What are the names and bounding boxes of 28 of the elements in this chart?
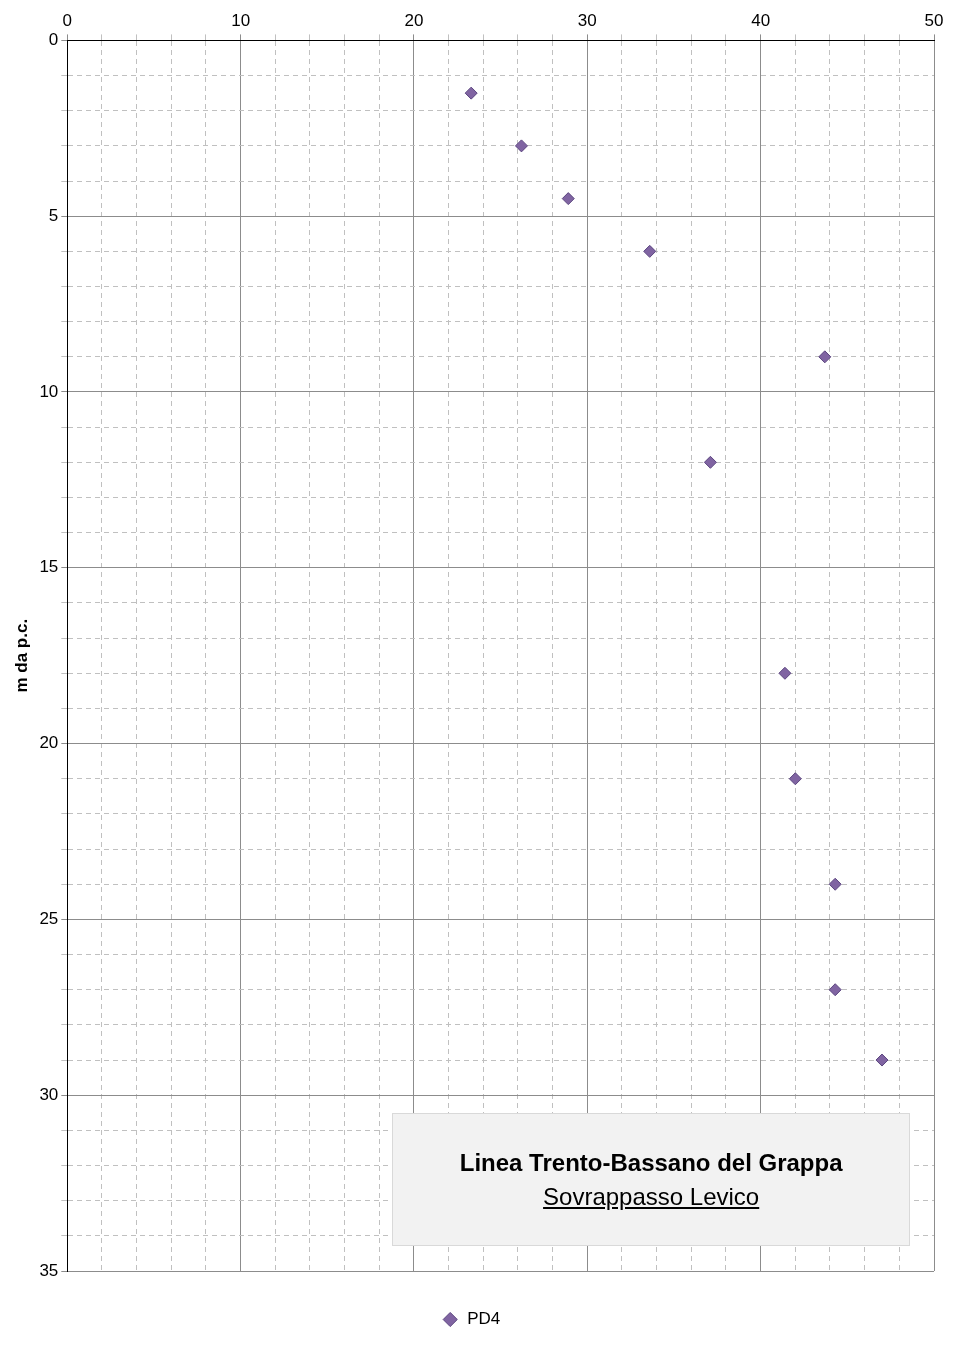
y-tick-label: 10 [39, 381, 59, 401]
y-tick-label: 0 [48, 30, 59, 50]
point [561, 192, 575, 206]
x-tick-label: 0 [62, 10, 73, 30]
text-box: Linea Trento-Bassano del Grappa Sovrappasso Levico [392, 1113, 910, 1247]
point [514, 139, 528, 153]
y-tick-label: 20 [39, 733, 59, 753]
x-tick-label: 40 [751, 10, 771, 30]
point [828, 983, 842, 997]
x-tick-label: 10 [231, 10, 251, 30]
y-tick-label: 5 [48, 205, 59, 225]
point [643, 244, 657, 258]
y-tick-label: 15 [39, 557, 59, 577]
point [788, 772, 802, 786]
y-tick-label: 35 [39, 1260, 59, 1280]
legend-label: PD4 [467, 1309, 501, 1329]
point [778, 666, 792, 680]
point [875, 1053, 889, 1067]
point [703, 455, 717, 469]
y-axis-title: m da p.c. [11, 618, 31, 693]
point [828, 877, 842, 891]
y-tick-label: 25 [39, 909, 59, 929]
point [464, 86, 478, 100]
x-tick-label: 50 [924, 10, 944, 30]
point [818, 350, 832, 364]
x-tick-label: 20 [404, 10, 424, 30]
y-tick-label: 30 [39, 1084, 59, 1104]
x-tick-label: 30 [577, 10, 597, 30]
